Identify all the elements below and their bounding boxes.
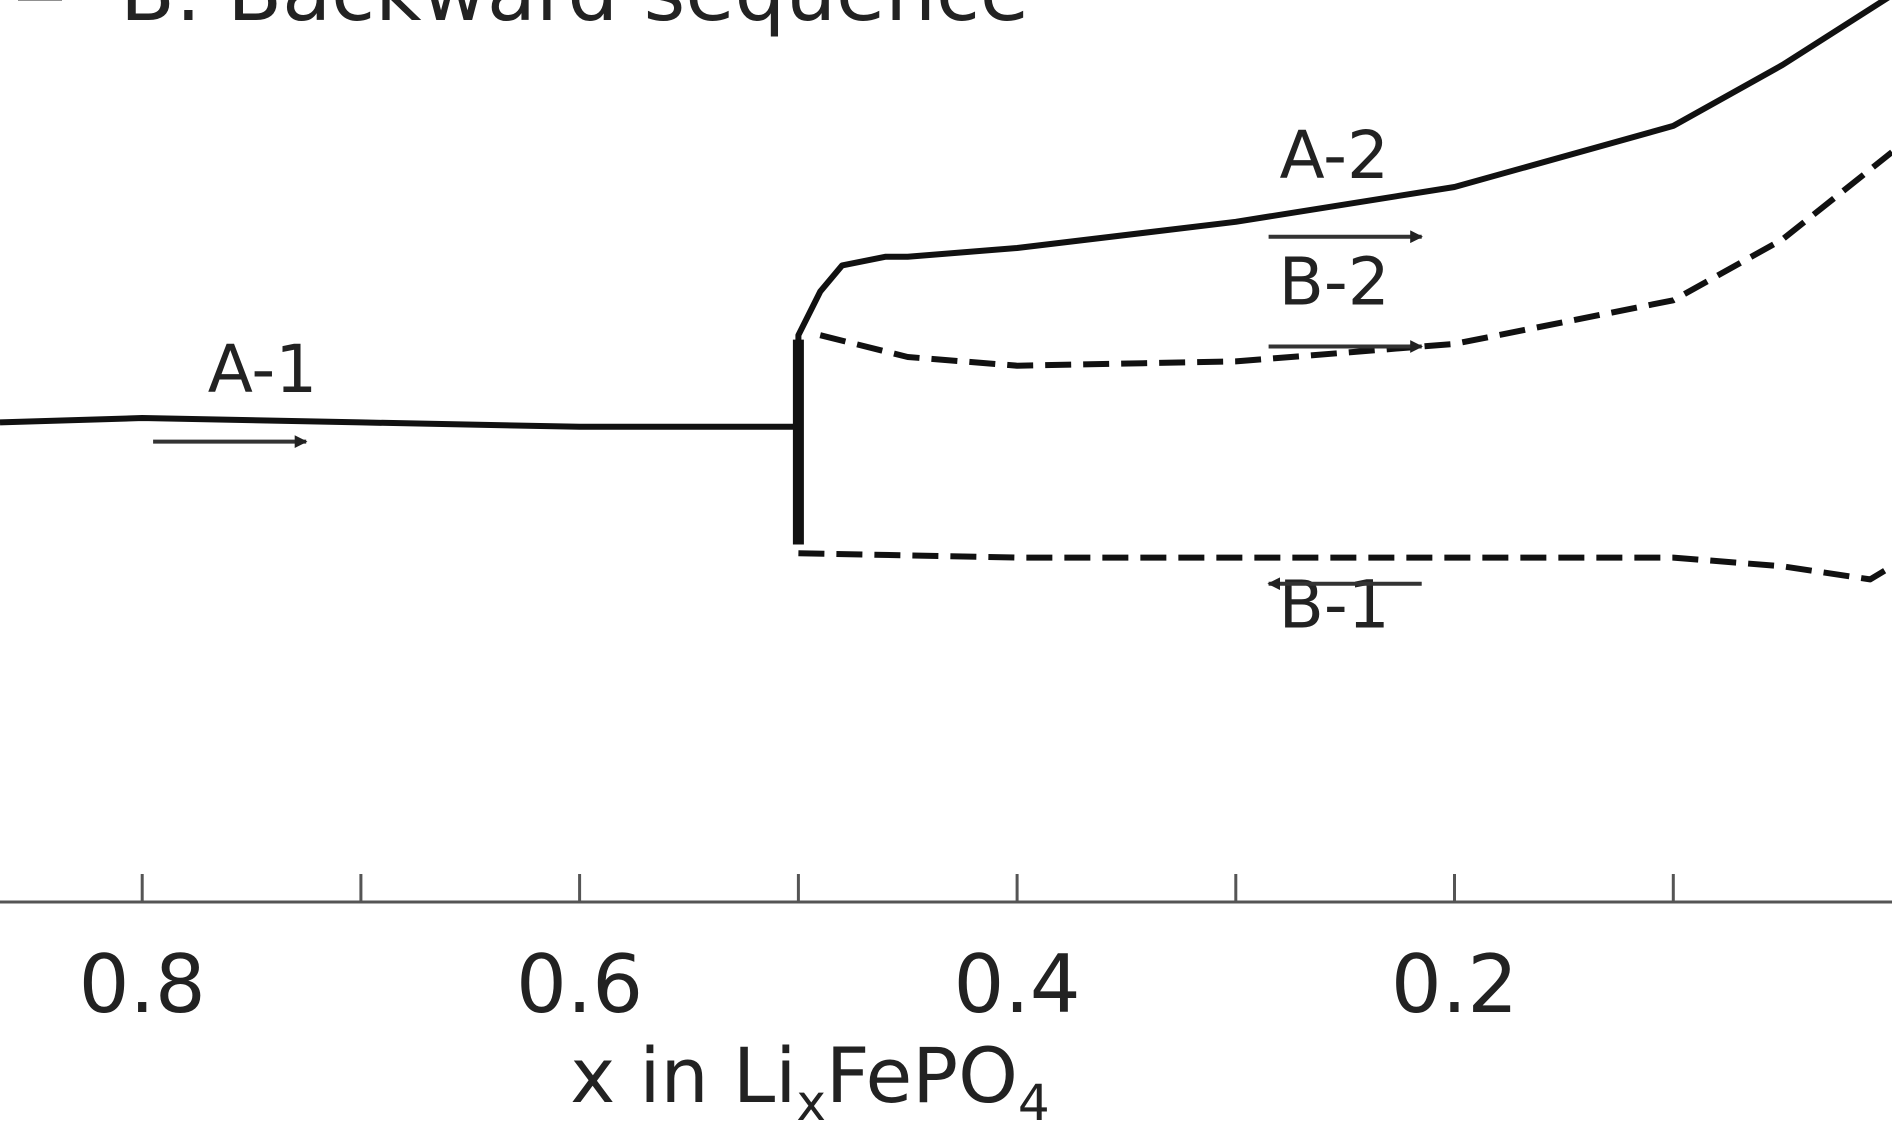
x-tick-label-0.8: 0.8 <box>79 938 206 1031</box>
legend-label: B: Backward sequence <box>120 0 1029 39</box>
x-tick-label-0.6: 0.6 <box>516 938 643 1031</box>
x-axis-label: x in LixFePO4 <box>570 1031 1049 1125</box>
annotation-layer: A-1 A-2 B-2 B-1 <box>153 117 1423 643</box>
series-line-1-solid <box>0 0 1890 430</box>
series-line-3-dashed <box>819 149 1892 369</box>
series-line-4-dashed <box>798 550 1892 583</box>
annotation-label-b-2: B-2 <box>1279 244 1390 321</box>
annotation-label-a-2: A-2 <box>1279 117 1389 194</box>
x-axis-label-subscript-4: 4 <box>1018 1074 1050 1125</box>
x-axis-label-prefix: x in Li <box>570 1031 796 1120</box>
series-layer <box>0 0 1892 583</box>
annotation-label-a-1: A-1 <box>208 331 318 408</box>
x-tick-label-0.2: 0.2 <box>1391 938 1518 1031</box>
annotation-label-b-1: B-1 <box>1279 566 1390 643</box>
x-ticks: 0.8 0.6 0.4 0.2 <box>79 874 1675 1031</box>
x-tick-label-0.4: 0.4 <box>953 938 1080 1031</box>
x-axis-label-mid: FePO <box>826 1031 1018 1120</box>
x-axis-label-subscript-x: x <box>796 1074 826 1125</box>
